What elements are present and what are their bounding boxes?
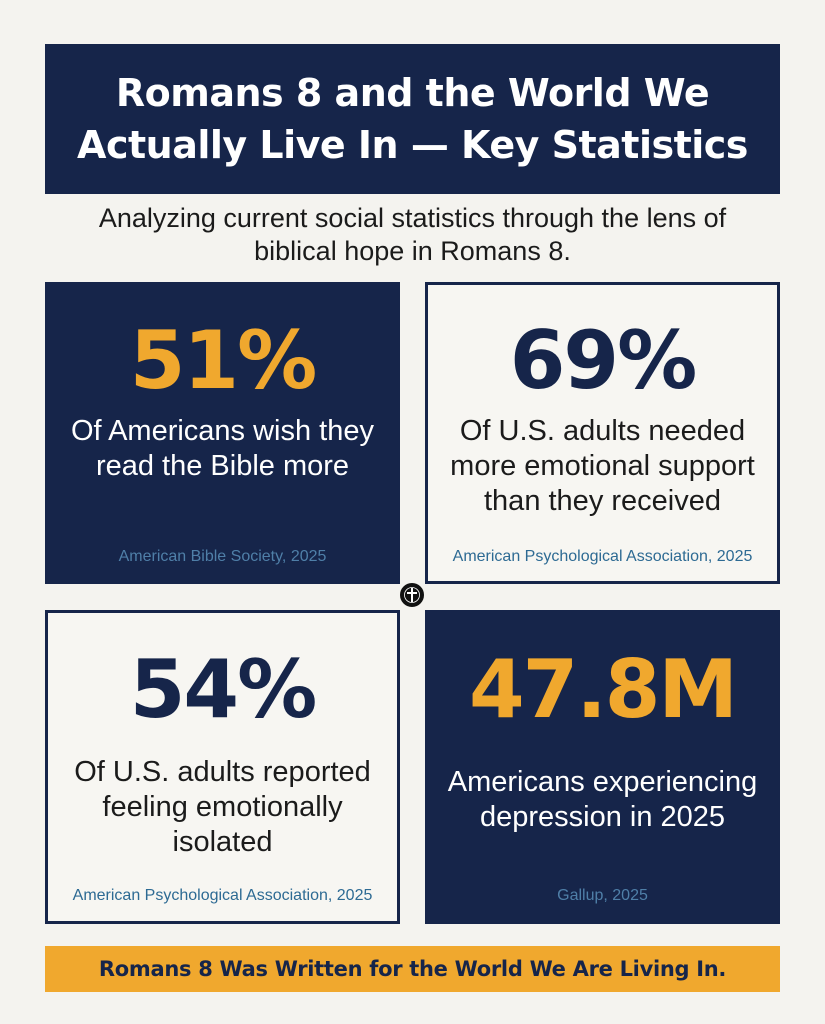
- stat-description-line: depression in 2025: [479, 801, 726, 833]
- stat-description-line: Of Americans wish they: [71, 415, 374, 447]
- stat-source: American Psychological Association, 2025: [452, 548, 753, 565]
- stat-description-line: Of U.S. adults reported: [74, 756, 371, 788]
- stat-source: American Bible Society, 2025: [118, 548, 327, 565]
- stat-value: 47.8M: [469, 643, 738, 736]
- stat-value: 69%: [509, 314, 697, 407]
- page-subtitle: Analyzing current social statistics thro…: [45, 202, 780, 268]
- stat-description-line: Americans experiencing: [447, 766, 758, 798]
- stat-description: Of U.S. adults reported feeling emotiona…: [74, 755, 371, 860]
- stat-description: Americans experiencing depression in 202…: [448, 765, 757, 835]
- page-title-line-2: Actually Live In — Key Statistics: [77, 123, 748, 167]
- page-title: Romans 8 and the World We Actually Live …: [77, 67, 748, 171]
- stat-source: American Psychological Association, 2025: [72, 887, 373, 904]
- page-subtitle-line-1: Analyzing current social statistics thro…: [98, 203, 727, 233]
- stat-card-emotional-support: 69% Of U.S. adults needed more emotional…: [425, 282, 780, 584]
- stat-description-line: read the Bible more: [95, 450, 350, 482]
- page-title-line-1: Romans 8 and the World We: [115, 71, 710, 115]
- bottom-banner: Romans 8 Was Written for the World We Ar…: [45, 946, 780, 992]
- stat-source: Gallup, 2025: [557, 887, 648, 904]
- bottom-banner-text: Romans 8 Was Written for the World We Ar…: [98, 957, 727, 981]
- stat-description: Of U.S. adults needed more emotional sup…: [450, 414, 755, 519]
- stat-value: 54%: [129, 643, 317, 736]
- stat-description-line: than they received: [484, 485, 721, 517]
- stat-card-depression: 47.8M Americans experiencing depression …: [425, 610, 780, 924]
- stat-description-line: more emotional support: [450, 450, 755, 482]
- stat-description: Of Americans wish they read the Bible mo…: [71, 414, 374, 484]
- stat-description-line: isolated: [172, 826, 273, 858]
- stat-description-line: feeling emotionally: [102, 791, 343, 823]
- cross-emblem-icon: [398, 581, 426, 609]
- stat-card-bible-reading: 51% Of Americans wish they read the Bibl…: [45, 282, 400, 584]
- stat-description-line: Of U.S. adults needed: [459, 415, 746, 447]
- page-subtitle-line-2: biblical hope in Romans 8.: [254, 236, 571, 266]
- cross-icon: [404, 587, 420, 603]
- title-banner: Romans 8 and the World We Actually Live …: [45, 44, 780, 194]
- stat-card-isolation: 54% Of U.S. adults reported feeling emot…: [45, 610, 400, 924]
- stat-value: 51%: [129, 314, 317, 407]
